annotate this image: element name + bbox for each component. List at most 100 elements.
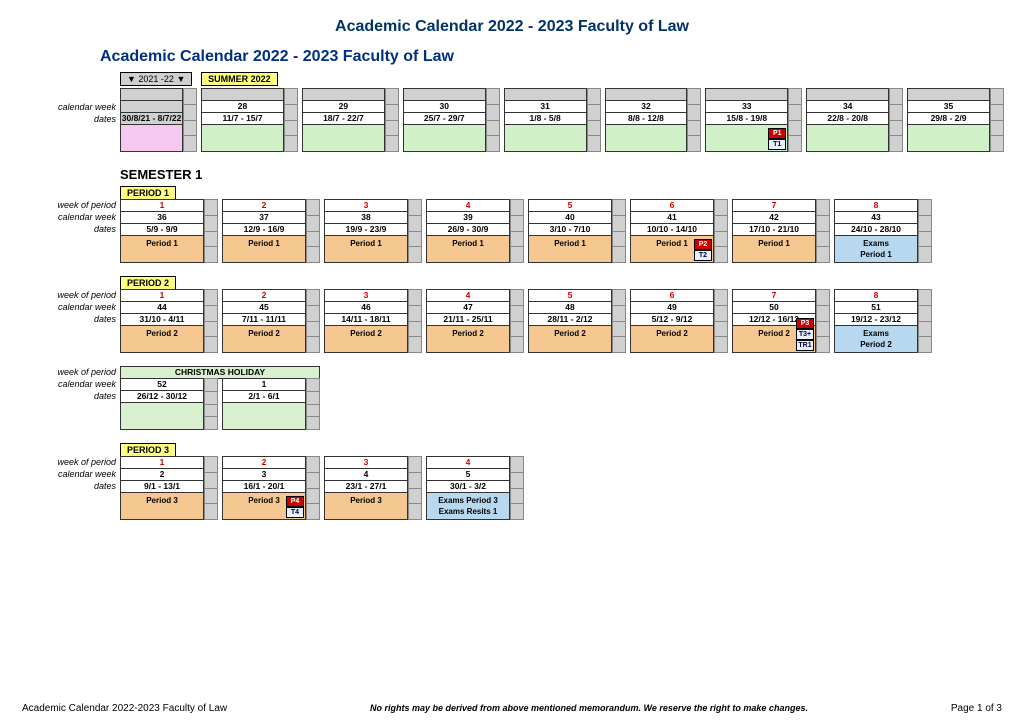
xmas-block: week of period calendar week dates CHRIS… [20, 366, 1004, 429]
period-tag: P1T1 [768, 128, 786, 150]
period-1-button[interactable]: PERIOD 1 [120, 186, 176, 200]
week-column: 85119/12 - 23/12ExamsPeriod 2 [834, 289, 932, 352]
weekend-cells [889, 88, 903, 151]
week-column: 12/1 - 6/1 [222, 378, 320, 429]
week-body [504, 124, 587, 152]
week-column: 75012/12 - 16/12Period 2P3T3+TR1 [732, 289, 830, 352]
week-body: Exams Period 3Exams Resits 1 [426, 492, 510, 520]
weekend-cells [918, 289, 932, 352]
week-body: Period 2 [426, 325, 510, 353]
row-labels-p1: week of period calendar week dates [20, 199, 120, 235]
weekend-cells [486, 88, 500, 151]
period-3-block: week of period calendar week dates 129/1… [20, 456, 1004, 519]
week-body: Period 1 [120, 235, 204, 263]
week-column: 14431/10 - 4/11Period 2 [120, 289, 218, 352]
week-column: 2457/11 - 11/11Period 2 [222, 289, 320, 352]
week-column: 2811/7 - 15/7 [201, 88, 298, 151]
week-body [120, 124, 183, 152]
week-column: 23712/9 - 16/9Period 1 [222, 199, 320, 262]
page-title: Academic Calendar 2022 - 2023 Faculty of… [0, 44, 1024, 72]
week-column: 84324/10 - 28/10ExamsPeriod 1 [834, 199, 932, 262]
week-column: 4530/1 - 3/2Exams Period 3Exams Resits 1 [426, 456, 524, 519]
weekend-cells [306, 456, 320, 519]
week-body: Period 2P3T3+TR1 [732, 325, 816, 353]
week-column: 2316/1 - 20/1Period 3P4T4 [222, 456, 320, 519]
weekend-cells [612, 289, 626, 352]
week-body: Period 1P2T2 [630, 235, 714, 263]
weekend-cells [510, 456, 524, 519]
footer-left: Academic Calendar 2022-2023 Faculty of L… [22, 703, 227, 714]
row-labels-summer: calendar week dates [20, 89, 120, 125]
weekend-cells [306, 289, 320, 352]
weekend-cells [816, 199, 830, 262]
period-3-label: PERIOD 3 [120, 443, 1004, 457]
weekend-cells [918, 199, 932, 262]
weekend-cells [510, 199, 524, 262]
week-column: 33819/9 - 23/9Period 1 [324, 199, 422, 262]
week-column: 5403/10 - 7/10Period 1 [528, 199, 626, 262]
period-tag: P3T3+TR1 [796, 318, 814, 351]
week-body [201, 124, 284, 152]
week-column: 44721/11 - 25/11Period 2 [426, 289, 524, 352]
week-body: Period 2 [222, 325, 306, 353]
period-1-block: week of period calendar week dates 1365/… [20, 199, 1004, 262]
week-column: 3025/7 - 29/7 [403, 88, 500, 151]
content: ▼ 2021 -22 ▼ SUMMER 2022 calendar week d… [0, 72, 1024, 519]
week-body: Period 3P4T4 [222, 492, 306, 520]
weekend-cells [510, 289, 524, 352]
week-column: 3529/8 - 2/9 [907, 88, 1004, 151]
week-body: Period 1 [732, 235, 816, 263]
week-body: Period 1 [222, 235, 306, 263]
week-body [120, 402, 204, 430]
week-column: 3423/1 - 27/1Period 3 [324, 456, 422, 519]
period-2-button[interactable]: PERIOD 2 [120, 276, 176, 290]
weekend-cells [204, 289, 218, 352]
week-body [907, 124, 990, 152]
period-2-block: week of period calendar week dates 14431… [20, 289, 1004, 352]
weekend-cells [385, 88, 399, 151]
row-labels-p2: week of period calendar week dates [20, 289, 120, 325]
week-body: Period 1 [426, 235, 510, 263]
prev-year-button[interactable]: ▼ 2021 -22 ▼ [120, 72, 192, 86]
week-column: 1365/9 - 9/9Period 1 [120, 199, 218, 262]
week-column: 3422/8 - 20/8 [806, 88, 903, 151]
week-body: Period 2 [630, 325, 714, 353]
period-3-button[interactable]: PERIOD 3 [120, 443, 176, 457]
weekend-cells [714, 199, 728, 262]
weekend-cells [587, 88, 601, 151]
week-body: P1T1 [705, 124, 788, 152]
week-body: ExamsPeriod 2 [834, 325, 918, 353]
week-column: 64110/10 - 14/10Period 1P2T2 [630, 199, 728, 262]
weekend-cells [612, 199, 626, 262]
weekend-cells [183, 88, 197, 151]
page-header: Academic Calendar 2022 - 2023 Faculty of… [0, 0, 1024, 44]
week-body: Period 2 [324, 325, 408, 353]
weekend-cells [408, 289, 422, 352]
button-row: ▼ 2021 -22 ▼ SUMMER 2022 [120, 72, 1004, 86]
summer-button[interactable]: SUMMER 2022 [201, 72, 278, 86]
week-column: 74217/10 - 21/10Period 1 [732, 199, 830, 262]
weekend-cells [306, 378, 320, 429]
week-column: 2918/7 - 22/7 [302, 88, 399, 151]
week-body [222, 402, 306, 430]
weekend-cells [687, 88, 701, 151]
week-column: 3315/8 - 19/8P1T1 [705, 88, 802, 151]
weekend-cells [714, 289, 728, 352]
week-body: Period 1 [324, 235, 408, 263]
row-labels-p3: week of period calendar week dates [20, 456, 120, 492]
period-2-label: PERIOD 2 [120, 276, 1004, 290]
week-column: 5226/12 - 30/12 [120, 378, 218, 429]
week-body: Period 2 [120, 325, 204, 353]
weekend-cells [204, 199, 218, 262]
period-tag: P2T2 [694, 239, 712, 261]
week-body [302, 124, 385, 152]
weekend-cells [306, 199, 320, 262]
row-labels-xmas: week of period calendar week dates [20, 366, 120, 402]
week-column: 328/8 - 12/8 [605, 88, 702, 151]
weekend-cells [816, 289, 830, 352]
weekend-cells [408, 199, 422, 262]
week-column: 311/8 - 5/8 [504, 88, 601, 151]
weekend-cells [408, 456, 422, 519]
footer: Academic Calendar 2022-2023 Faculty of L… [0, 703, 1024, 714]
weekend-cells [284, 88, 298, 151]
